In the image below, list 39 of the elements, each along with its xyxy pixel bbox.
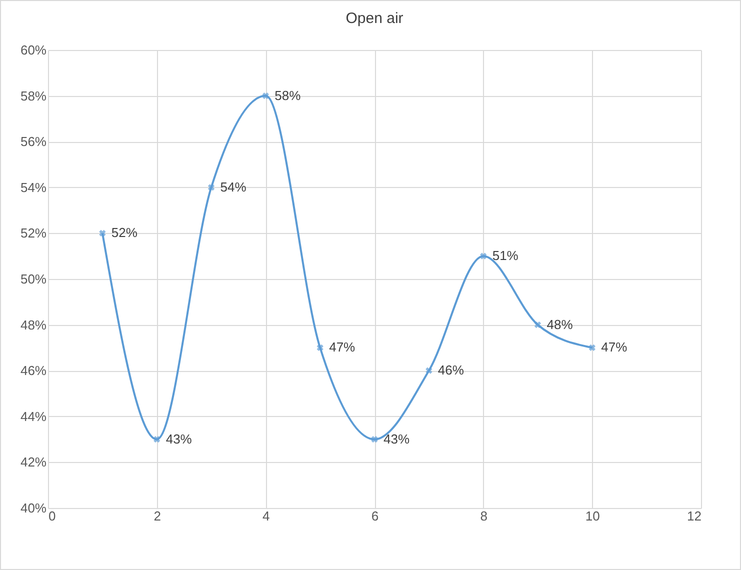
x-tick-label: 12 [687,508,702,524]
data-label: 46% [438,362,464,378]
chart-title: Open air [346,10,404,27]
point [480,252,487,260]
y-tick-label: 42% [20,454,47,470]
y-tick-label: 56% [20,134,47,150]
point [316,344,324,352]
data-label: 47% [601,340,628,355]
data-label: 54% [220,179,247,194]
point [371,436,378,443]
point [208,184,215,191]
point [588,344,596,352]
point [262,92,269,100]
data-label: 48% [546,316,574,332]
x-tick-label: 6 [371,508,379,524]
point [154,436,160,443]
y-tick-label: 52% [20,226,47,241]
x-tick-label: 2 [154,508,161,524]
data-label: 47% [329,340,356,355]
point [534,321,542,328]
x-tick-label: 8 [480,508,488,524]
y-tick-label: 58% [20,88,47,104]
y-tick-label: 44% [20,408,47,424]
y-tick-label: 50% [20,272,47,286]
x-tick-label: 0 [48,508,56,524]
data-label: 52% [111,225,138,240]
y-tick-label: 48% [20,317,47,332]
y-tick-label: 46% [20,363,47,378]
data-label: 58% [274,88,302,103]
data-label: 51% [492,248,519,264]
point [426,367,432,374]
x-tick-label: 4 [262,508,270,524]
data-label: 43% [384,431,410,446]
y-tick-label: 60% [20,42,47,58]
y-tick-label: 54% [20,180,47,195]
point [99,230,106,237]
x-tick-label: 10 [585,508,600,524]
y-tick-label: 40% [20,500,47,516]
data-label: 43% [166,431,192,446]
